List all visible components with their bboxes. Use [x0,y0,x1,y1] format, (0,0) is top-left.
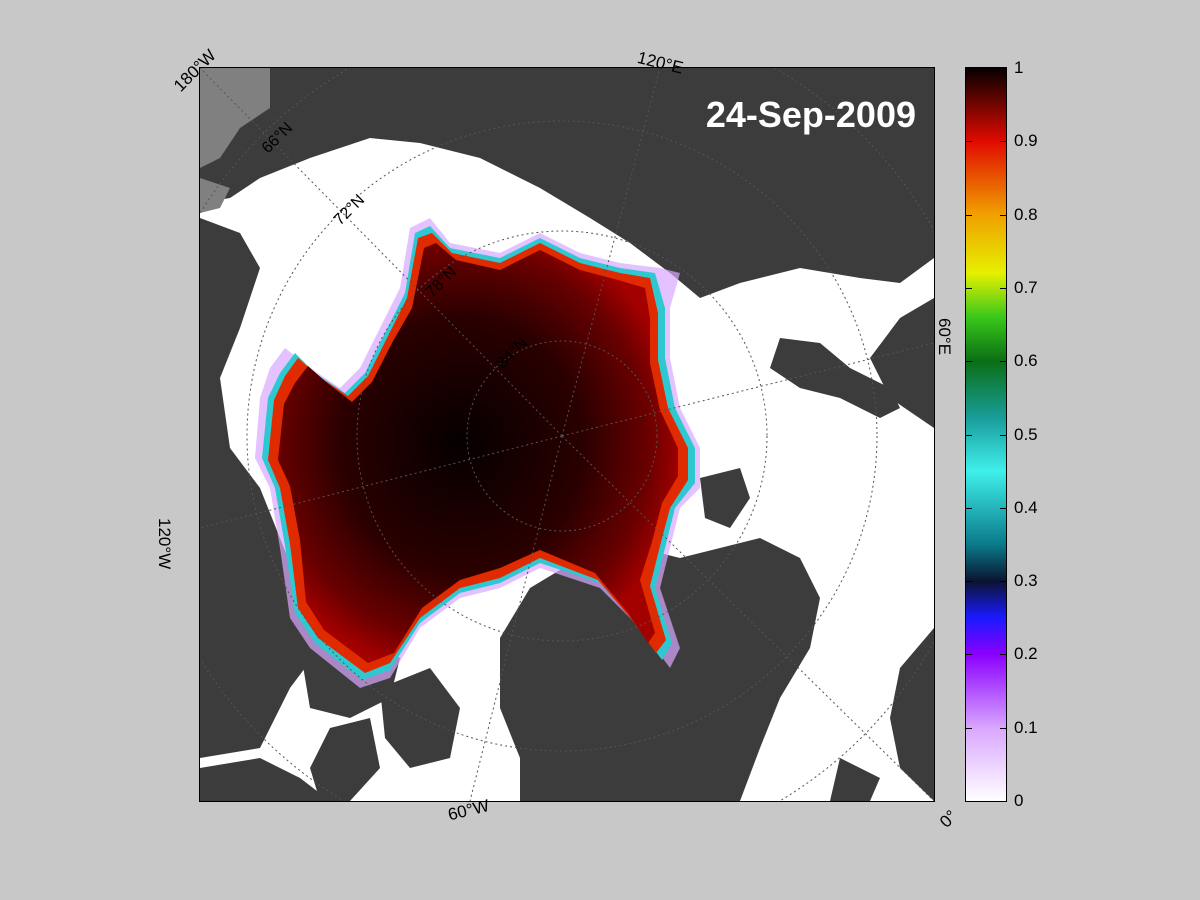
lon-label-60e: 60°E [935,318,954,356]
colorbar-tick-mark [1000,214,1006,216]
colorbar-tick-label: 0.4 [1014,497,1038,517]
map-canvas: 66°N 72°N 78°N 84°N [200,68,934,801]
colorbar-tick-label: 1 [1014,58,1024,77]
colorbar-tick-mark [1000,727,1006,729]
colorbar-tick-mark [966,141,972,143]
colorbar-tick-mark [966,801,972,802]
lat-label-72n: 72°N [331,192,368,229]
lon-label-120w: 120°W [155,518,174,570]
colorbar-tick-label: 0.3 [1014,571,1038,591]
colorbar-tick-label: 0.8 [1014,204,1038,224]
colorbar-tick-mark [1000,654,1006,656]
colorbar-tick-mark [1000,68,1006,69]
lon-label-0: 0° [936,806,961,832]
colorbar-tick-label: 0 [1014,791,1024,810]
graticule [200,68,934,801]
colorbar-tick-mark [966,68,972,69]
colorbar-tick-mark [966,434,972,436]
colorbar-tick-mark [966,361,972,363]
colorbar-tick-mark [966,581,972,583]
colorbar-tick-mark [1000,287,1006,289]
colorbar-tick-mark [1000,141,1006,143]
colorbar-tick-mark [966,654,972,656]
land-ice [200,68,270,213]
colorbar-tick-mark [1000,801,1006,802]
colorbar-tick-label: 0.6 [1014,351,1038,371]
date-label: 24-Sep-2009 [705,94,916,135]
colorbar-tick-mark [966,287,972,289]
colorbar-tick-mark [966,507,972,509]
colorbar-tick-mark [1000,581,1006,583]
colorbar-tick-label: 0.9 [1014,131,1038,151]
colorbar-tick-label: 0.1 [1014,717,1038,737]
colorbar-tick-mark [1000,507,1006,509]
colorbar [965,67,1007,802]
sea-ice-field [255,218,700,688]
colorbar-tick-label: 0.7 [1014,277,1038,297]
colorbar-tick-mark [966,214,972,216]
colorbar-tick-label: 0.5 [1014,424,1038,444]
colorbar-tick-mark [1000,434,1006,436]
polar-stereographic-map: 66°N 72°N 78°N 84°N 24-Sep-2009 [199,67,935,802]
colorbar-tick-mark [1000,361,1006,363]
colorbar-tick-mark [966,727,972,729]
colorbar-tick-label: 0.2 [1014,644,1038,664]
